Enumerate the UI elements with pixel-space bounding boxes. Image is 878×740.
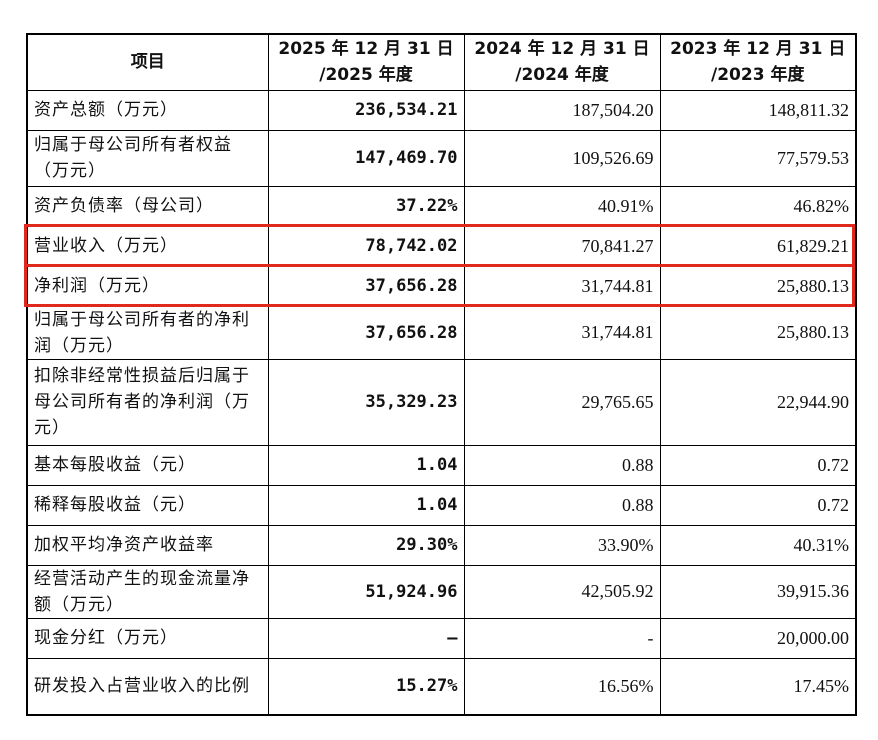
value-2023: 77,579.53 — [659, 129, 857, 187]
value-2025: 37,656.28 — [267, 305, 465, 360]
value-2024: 0.88 — [463, 444, 661, 486]
value-2023: 25,880.13 — [659, 305, 857, 360]
value-2024: 187,504.20 — [463, 89, 661, 131]
table-row: 经营活动产生的现金流量净额（万元） 51,924.96 42,505.92 39,91… — [26, 564, 857, 619]
value-2024: 0.88 — [463, 484, 661, 526]
table-row: 研发投入占营业收入的比例 15.27% 16.56% 17.45% — [26, 657, 857, 716]
value-2024: 31,744.81 — [463, 305, 661, 360]
value-2025: – — [267, 617, 465, 659]
row-label: 归属于母公司所有者权益（万元） — [26, 129, 269, 187]
header-item: 项目 — [26, 33, 269, 91]
value-2024: 29,765.65 — [463, 358, 661, 446]
value-2025: 35,329.23 — [267, 358, 465, 446]
value-2025: 78,742.02 — [267, 225, 465, 267]
value-2024: - — [463, 617, 661, 659]
header-2025: 2025 年 12 月 31 日/2025 年度 — [267, 33, 465, 91]
value-2025: 147,469.70 — [267, 129, 465, 187]
value-2025: 29.30% — [267, 524, 465, 566]
value-2024: 33.90% — [463, 524, 661, 566]
value-2025: 37,656.28 — [267, 265, 465, 307]
row-label: 净利润（万元） — [26, 265, 269, 307]
value-2023: 46.82% — [659, 185, 857, 227]
table-row: 净利润（万元） 37,656.28 31,744.81 25,880.13 — [26, 265, 857, 307]
row-label: 经营活动产生的现金流量净额（万元） — [26, 564, 269, 619]
table-row: 资产负债率（母公司） 37.22% 40.91% 46.82% — [26, 185, 857, 227]
row-label: 资产负债率（母公司） — [26, 185, 269, 227]
row-label: 稀释每股收益（元） — [26, 484, 269, 526]
value-2024: 70,841.27 — [463, 225, 661, 267]
table-row: 扣除非经常性损益后归属于母公司所有者的净利润（万元） 35,329.23 29,76… — [26, 358, 857, 446]
row-label: 归属于母公司所有者的净利润（万元） — [26, 305, 269, 360]
financial-summary-table: 项目 2025 年 12 月 31 日/2025 年度 2024 年 12 月 … — [26, 33, 857, 716]
row-label: 扣除非经常性损益后归属于母公司所有者的净利润（万元） — [26, 358, 269, 446]
value-2024: 109,526.69 — [463, 129, 661, 187]
header-row: 项目 2025 年 12 月 31 日/2025 年度 2024 年 12 月 … — [26, 33, 857, 91]
value-2025: 51,924.96 — [267, 564, 465, 619]
value-2023: 61,829.21 — [659, 225, 857, 267]
table-row: 营业收入（万元） 78,742.02 70,841.27 61,829.21 — [26, 225, 857, 267]
table-row: 基本每股收益（元） 1.04 0.88 0.72 — [26, 444, 857, 486]
value-2024: 40.91% — [463, 185, 661, 227]
value-2023: 17.45% — [659, 657, 857, 716]
row-label: 资产总额（万元） — [26, 89, 269, 131]
row-label: 研发投入占营业收入的比例 — [26, 657, 269, 716]
table-header: 项目 2025 年 12 月 31 日/2025 年度 2024 年 12 月 … — [26, 33, 857, 91]
value-2025: 15.27% — [267, 657, 465, 716]
value-2023: 20,000.00 — [659, 617, 857, 659]
value-2023: 0.72 — [659, 444, 857, 486]
header-2024: 2024 年 12 月 31 日/2024 年度 — [463, 33, 661, 91]
table-row: 归属于母公司所有者权益（万元） 147,469.70 109,526.69 77,57… — [26, 129, 857, 187]
table-body: 资产总额（万元） 236,534.21 187,504.20 148,811.32 归属… — [26, 89, 857, 716]
row-label: 营业收入（万元） — [26, 225, 269, 267]
value-2024: 31,744.81 — [463, 265, 661, 307]
value-2023: 25,880.13 — [659, 265, 857, 307]
value-2024: 16.56% — [463, 657, 661, 716]
value-2025: 1.04 — [267, 484, 465, 526]
table-row: 稀释每股收益（元） 1.04 0.88 0.72 — [26, 484, 857, 526]
header-2023: 2023 年 12 月 31 日/2023 年度 — [659, 33, 857, 91]
table-row: 加权平均净资产收益率 29.30% 33.90% 40.31% — [26, 524, 857, 566]
row-label: 现金分红（万元） — [26, 617, 269, 659]
financial-summary-sheet: 项目 2025 年 12 月 31 日/2025 年度 2024 年 12 月 … — [24, 33, 857, 720]
value-2023: 0.72 — [659, 484, 857, 526]
value-2024: 42,505.92 — [463, 564, 661, 619]
value-2023: 148,811.32 — [659, 89, 857, 131]
value-2023: 40.31% — [659, 524, 857, 566]
row-label: 基本每股收益（元） — [26, 444, 269, 486]
value-2023: 22,944.90 — [659, 358, 857, 446]
row-label: 加权平均净资产收益率 — [26, 524, 269, 566]
value-2025: 37.22% — [267, 185, 465, 227]
table-row: 资产总额（万元） 236,534.21 187,504.20 148,811.32 — [26, 89, 857, 131]
value-2025: 236,534.21 — [267, 89, 465, 131]
table-row: 现金分红（万元） – -20,000.00 — [26, 617, 857, 659]
value-2023: 39,915.36 — [659, 564, 857, 619]
table-row: 归属于母公司所有者的净利润（万元） 37,656.28 31,744.81 25,88… — [26, 305, 857, 360]
value-2025: 1.04 — [267, 444, 465, 486]
